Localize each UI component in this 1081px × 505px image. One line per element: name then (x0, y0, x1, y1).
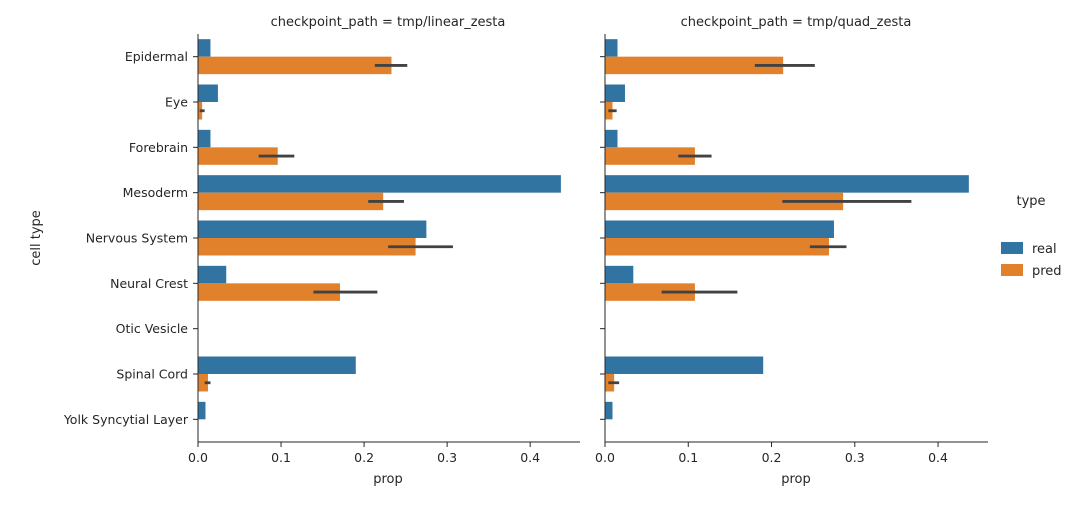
panel-quad-zesta: checkpoint_path = tmp/quad_zesta prop 0.… (595, 15, 988, 487)
bar-real-eye-p1 (605, 84, 625, 102)
x-tick-label-3-p0: 0.3 (437, 450, 457, 465)
bar-real-epidermal-p1 (605, 39, 618, 57)
bar-pred-nervous-system-p0 (198, 238, 416, 256)
bar-real-yolk-syncytial-layer-p0 (198, 401, 206, 420)
y-tick-label-otic-vesicle: Otic Vesicle (116, 321, 189, 336)
legend-title: type (1016, 194, 1045, 209)
bar-pred-epidermal-p1 (605, 56, 784, 75)
y-tick-label-spinal-cord: Spinal Cord (116, 367, 188, 382)
bar-pred-forebrain-p0 (198, 147, 278, 165)
panel-title-quad-zesta: checkpoint_path = tmp/quad_zesta (681, 15, 912, 30)
y-tick-label-yolk-syncytial-layer: Yolk Syncytial Layer (63, 412, 189, 427)
x-tick-label-0-p1: 0.0 (595, 450, 615, 465)
y-tick-label-epidermal: Epidermal (125, 49, 188, 64)
bar-real-mesoderm-p0 (198, 175, 561, 193)
bar-real-neural-crest-p0 (198, 265, 227, 284)
bar-pred-mesoderm-p0 (198, 192, 384, 211)
y-tick-label-nervous-system: Nervous System (86, 231, 188, 246)
legend-label-pred: pred (1032, 264, 1062, 279)
legend-swatch-real (1001, 242, 1023, 254)
bar-pred-neural-crest-p1 (605, 283, 695, 301)
x-tick-label-1-p1: 0.1 (678, 450, 698, 465)
x-tick-label-1-p0: 0.1 (271, 450, 291, 465)
x-axis-title-linear-zesta: prop (373, 472, 403, 487)
x-tick-label-4-p1: 0.4 (928, 450, 948, 465)
bar-real-eye-p0 (198, 84, 218, 102)
bar-real-spinal-cord-p1 (605, 356, 764, 374)
panel-title-linear-zesta: checkpoint_path = tmp/linear_zesta (271, 15, 506, 30)
bar-real-nervous-system-p0 (198, 220, 427, 238)
legend-label-real: real (1032, 242, 1057, 257)
y-tick-label-eye: Eye (165, 95, 188, 110)
x-tick-label-4-p0: 0.4 (520, 450, 540, 465)
x-tick-label-3-p1: 0.3 (845, 450, 865, 465)
x-axis-title-quad-zesta: prop (781, 472, 811, 487)
legend: type real pred (1001, 194, 1062, 279)
bar-real-yolk-syncytial-layer-p1 (605, 401, 613, 420)
bar-pred-nervous-system-p1 (605, 238, 829, 256)
bar-real-mesoderm-p1 (605, 175, 969, 193)
x-tick-label-2-p1: 0.2 (762, 450, 782, 465)
bar-pred-epidermal-p0 (198, 56, 392, 75)
y-tick-label-forebrain: Forebrain (129, 140, 188, 155)
panel-linear-zesta: checkpoint_path = tmp/linear_zesta prop … (63, 15, 580, 487)
bar-real-epidermal-p0 (198, 39, 211, 57)
bar-real-neural-crest-p1 (605, 265, 634, 284)
x-tick-label-0-p0: 0.0 (188, 450, 208, 465)
y-tick-label-mesoderm: Mesoderm (123, 185, 188, 200)
bar-pred-mesoderm-p1 (605, 192, 844, 211)
x-tick-label-2-p0: 0.2 (354, 450, 374, 465)
bar-real-forebrain-p1 (605, 129, 618, 148)
y-axis-title: cell type (29, 210, 44, 266)
bar-pred-spinal-cord-p0 (198, 374, 208, 392)
y-tick-label-neural-crest: Neural Crest (110, 276, 188, 291)
bar-real-forebrain-p0 (198, 129, 211, 148)
bar-real-spinal-cord-p0 (198, 356, 356, 374)
legend-swatch-pred (1001, 264, 1023, 276)
bar-real-nervous-system-p1 (605, 220, 834, 238)
bar-pred-forebrain-p1 (605, 147, 695, 165)
bar-pred-neural-crest-p0 (198, 283, 341, 301)
